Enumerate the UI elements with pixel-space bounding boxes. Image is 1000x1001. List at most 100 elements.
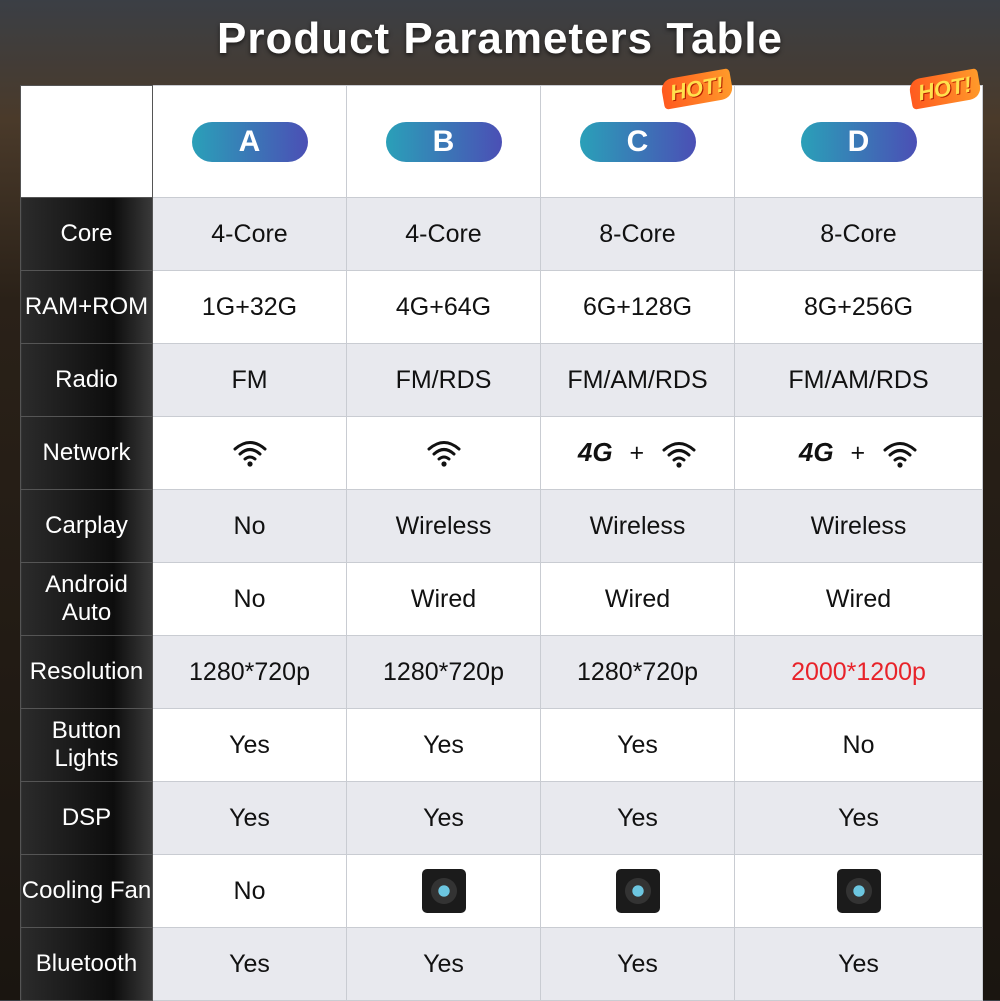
wifi-icon [662,442,696,468]
row-label: Network [20,416,153,490]
table-cell: 1G+32G [152,270,347,344]
table-cell: FM/AM/RDS [540,343,735,417]
table-row: RAM+ROM 1G+32G 4G+64G 6G+128G 8G+256G [20,270,983,344]
cell-value: Yes [229,949,270,978]
model-pill: B [385,121,502,162]
table-row: Carplay No Wireless Wireless Wireless [20,489,983,563]
table-cell: Yes [540,708,735,782]
cell-value: 2000*1200p [791,657,926,686]
table-cell: 1280*720p [152,635,347,709]
table-cell: 4G + [540,416,735,490]
table-cell [346,854,541,928]
cell-value: 4G+64G [395,292,492,321]
cell-value: Yes [423,803,464,832]
table-cell: Wired [540,562,735,636]
cell-value: Yes [423,730,464,759]
model-cell-b: B [346,85,541,198]
hot-badge: HOT! [908,68,983,110]
table-cell: 6G+128G [540,270,735,344]
model-cell-d: HOT! D [734,68,983,198]
cell-value: FM/AM/RDS [788,365,929,394]
wifi-icon [883,442,917,468]
table-cell: 8-Core [540,197,735,271]
cell-value: No [233,876,266,905]
cell-value: 8-Core [820,219,897,248]
cell-value: Wireless [395,511,492,540]
table-cell [346,416,541,490]
cell-value: 8-Core [599,219,676,248]
table-cell: Wireless [734,489,983,563]
cell-value: Yes [838,803,879,832]
table-cell: Wired [734,562,983,636]
cell-value: 1G+32G [201,292,298,321]
cell-value: 1280*720p [383,657,504,686]
table-cell: Wireless [346,489,541,563]
table-row: Android Auto No Wired Wired Wired [20,562,983,636]
cell-value: Yes [423,949,464,978]
table-cell: 1280*720p [346,635,541,709]
row-label: Button Lights [20,708,153,782]
table-row: Resolution 1280*720p 1280*720p 1280*720p 200… [20,635,983,709]
row-label: Model [20,85,153,198]
table-cell: Yes [540,927,735,1001]
table-cell: Wired [346,562,541,636]
table-cell: Wireless [540,489,735,563]
cell-value: Yes [229,730,270,759]
row-label: Core [20,197,153,271]
cell-value: Yes [229,803,270,832]
table-cell: 4-Core [346,197,541,271]
model-row: Model A B HOT! C HOT! D [20,68,983,198]
row-label: DSP [20,781,153,855]
row-label: Radio [20,343,153,417]
cell-value: 1280*720p [577,657,698,686]
table-cell: No [152,854,347,928]
cell-value: No [233,511,266,540]
table-row: Radio FM FM/RDS FM/AM/RDS FM/AM/RDS [20,343,983,417]
model-cell-a: A [152,85,347,198]
table-cell: 4G+64G [346,270,541,344]
table-cell [540,854,735,928]
cell-value: No [233,584,266,613]
table-cell: Yes [734,781,983,855]
page-title: Product Parameters Table [216,14,784,63]
row-label: Android Auto [20,562,153,636]
table-cell: Yes [346,927,541,1001]
model-pill: A [191,121,308,162]
4g-icon: 4G [798,436,834,467]
model-pill: C [579,121,696,162]
table-cell: 4G + [734,416,983,490]
cooling-fan-icon [421,869,466,913]
cell-value: Yes [838,949,879,978]
cell-value: 1280*720p [189,657,310,686]
table-row: Bluetooth Yes Yes Yes Yes [20,927,983,1001]
cell-value: Yes [617,803,658,832]
cell-value: Yes [617,730,658,759]
table-cell: No [152,489,347,563]
table-cell: Yes [152,708,347,782]
table-cell: Yes [346,781,541,855]
cell-value: No [842,730,875,759]
cell-value: Wireless [589,511,686,540]
table-cell [152,416,347,490]
table-cell: FM [152,343,347,417]
table-cell: Yes [346,708,541,782]
table-cell: Yes [540,781,735,855]
cell-value: Wired [825,584,892,613]
cell-value: 4-Core [405,219,482,248]
table-cell: No [734,708,983,782]
cell-value: Yes [617,949,658,978]
cell-value: Wired [410,584,477,613]
table-cell: Yes [152,781,347,855]
table-row: Core 4-Core 4-Core 8-Core 8-Core [20,197,983,271]
row-label: RAM+ROM [20,270,153,344]
plus-sign: + [629,438,645,467]
table-row: Button Lights Yes Yes Yes No [20,708,983,782]
cell-value: FM/RDS [395,365,492,394]
cooling-fan-icon [615,869,660,913]
table-cell [734,854,983,928]
table-cell: FM/RDS [346,343,541,417]
wifi-icon [233,441,266,467]
parameters-table: Model A B HOT! C HOT! D Core 4-Core 4-Core 8-… [20,68,983,1001]
cell-value: 4-Core [211,219,288,248]
table-row: Network 4G + 4G + [20,416,983,490]
